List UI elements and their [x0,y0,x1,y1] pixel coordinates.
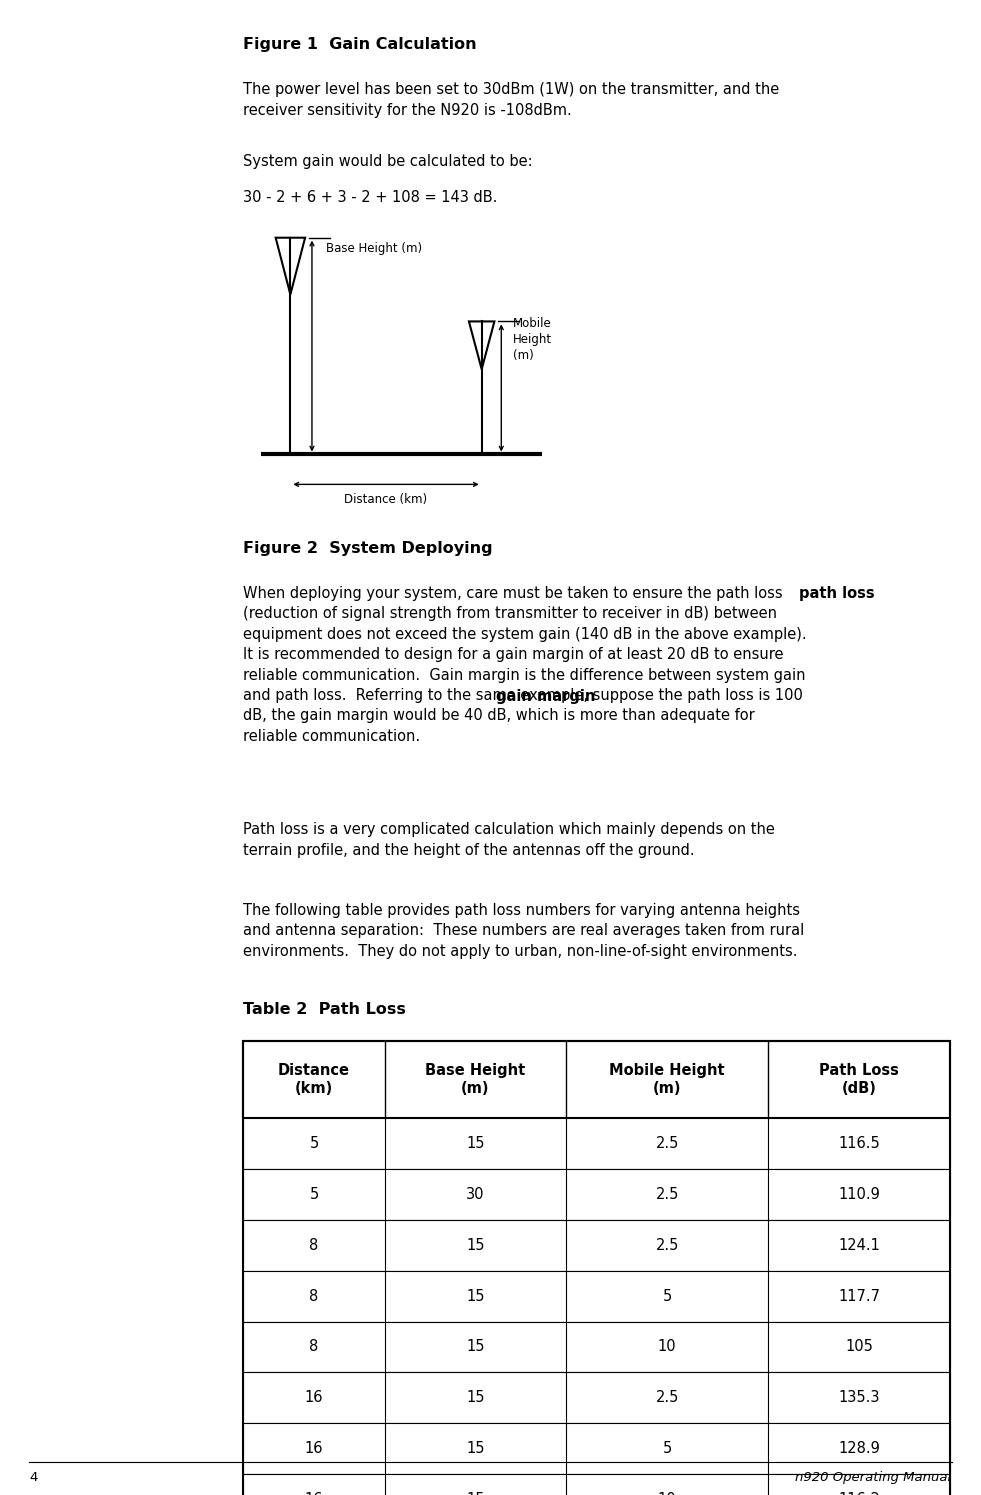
Text: Figure 1  Gain Calculation: Figure 1 Gain Calculation [243,37,477,52]
Text: 2.5: 2.5 [655,1136,679,1151]
Text: 16: 16 [305,1492,324,1495]
Text: Base Height
(m): Base Height (m) [426,1063,526,1096]
Bar [243,1041,950,1495]
Text: Table 2  Path Loss: Table 2 Path Loss [243,1002,406,1017]
Bar [243,1169,950,1220]
Text: 8: 8 [309,1238,319,1253]
Text: 16: 16 [305,1390,324,1405]
Text: Path loss is a very complicated calculation which mainly depends on the
terrain : Path loss is a very complicated calculat… [243,822,775,858]
Text: 30 - 2 + 6 + 3 - 2 + 108 = 143 dB.: 30 - 2 + 6 + 3 - 2 + 108 = 143 dB. [243,190,497,205]
Text: 116.5: 116.5 [838,1136,880,1151]
Bar [243,1041,950,1118]
Text: 135.3: 135.3 [838,1390,880,1405]
Text: 15: 15 [466,1492,485,1495]
Text: Path Loss
(dB): Path Loss (dB) [819,1063,899,1096]
Bar [243,1423,950,1474]
Text: gain margin: gain margin [496,689,595,704]
Text: 124.1: 124.1 [838,1238,880,1253]
Text: 105: 105 [845,1340,873,1354]
Text: 110.9: 110.9 [838,1187,880,1202]
Text: 116.2: 116.2 [838,1492,880,1495]
Text: 2.5: 2.5 [655,1187,679,1202]
Text: System gain would be calculated to be:: System gain would be calculated to be: [243,154,533,169]
Text: 5: 5 [662,1289,672,1304]
Text: 5: 5 [309,1187,319,1202]
Text: Figure 2  System Deploying: Figure 2 System Deploying [243,541,492,556]
Bar [243,1220,950,1271]
Text: 2.5: 2.5 [655,1238,679,1253]
Text: The following table provides path loss numbers for varying antenna heights
and a: The following table provides path loss n… [243,903,804,958]
Text: The power level has been set to 30dBm (1W) on the transmitter, and the
receiver : The power level has been set to 30dBm (1… [243,82,780,118]
Polygon shape [276,238,305,295]
Text: 5: 5 [309,1136,319,1151]
Text: 117.7: 117.7 [838,1289,880,1304]
Text: 15: 15 [466,1136,485,1151]
Text: 2.5: 2.5 [655,1390,679,1405]
Polygon shape [469,321,494,369]
Text: 128.9: 128.9 [838,1441,880,1456]
Bar [243,1474,950,1495]
Text: 15: 15 [466,1441,485,1456]
Text: Distance
(km): Distance (km) [278,1063,350,1096]
Bar [243,1322,950,1372]
Text: When deploying your system, care must be taken to ensure the path loss
(reductio: When deploying your system, care must be… [243,586,807,745]
Text: 8: 8 [309,1340,319,1354]
Text: Mobile
Height
(m): Mobile Height (m) [513,317,552,362]
Text: n920 Operating Manual: n920 Operating Manual [796,1471,952,1485]
Bar [243,1118,950,1169]
Text: 5: 5 [662,1441,672,1456]
Text: 16: 16 [305,1441,324,1456]
Bar [243,1372,950,1423]
Text: Mobile Height
(m): Mobile Height (m) [609,1063,725,1096]
Text: Distance (km): Distance (km) [344,493,428,507]
Text: Base Height (m): Base Height (m) [326,242,422,256]
Text: 15: 15 [466,1289,485,1304]
Text: 10: 10 [658,1492,677,1495]
Bar [243,1271,950,1322]
Text: 8: 8 [309,1289,319,1304]
Text: 10: 10 [658,1340,677,1354]
Text: 15: 15 [466,1340,485,1354]
Text: 30: 30 [466,1187,485,1202]
Text: 4: 4 [29,1471,38,1485]
Text: 15: 15 [466,1238,485,1253]
Text: 15: 15 [466,1390,485,1405]
Text: path loss: path loss [799,586,874,601]
